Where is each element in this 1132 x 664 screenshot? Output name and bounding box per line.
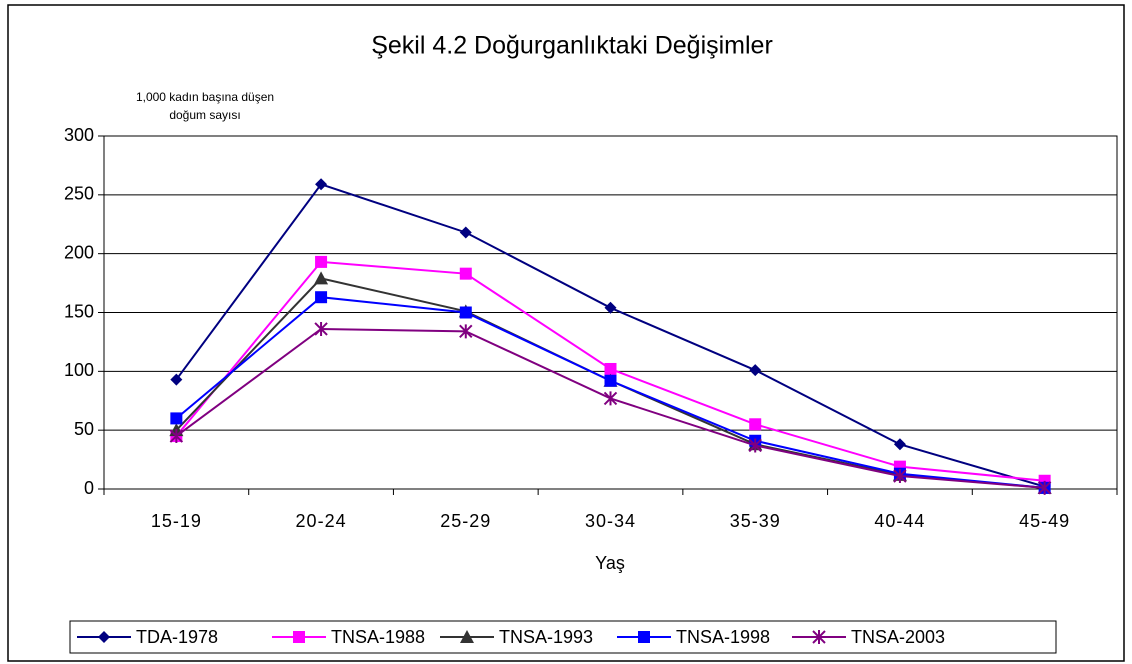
legend-marker — [812, 630, 826, 644]
data-point — [169, 429, 184, 444]
x-tick-label: 15-19 — [151, 511, 202, 531]
legend-marker — [638, 631, 650, 643]
data-point — [604, 301, 617, 314]
y-tick-label: 50 — [74, 419, 94, 439]
data-point — [315, 178, 328, 191]
data-point — [749, 418, 762, 431]
data-point — [314, 321, 328, 336]
chart-title: Şekil 4.2 Doğurganlıktaki Değişimler — [371, 32, 773, 60]
data-point — [315, 291, 328, 304]
legend-label: TNSA-2003 — [851, 627, 945, 647]
data-point — [1037, 480, 1052, 495]
data-point — [170, 373, 183, 386]
x-axis-label: Yaş — [595, 553, 625, 573]
y-tick-label: 300 — [64, 125, 94, 145]
data-point — [893, 469, 907, 484]
data-point — [893, 438, 906, 451]
data-point — [749, 364, 762, 377]
data-point — [604, 362, 617, 375]
data-point — [459, 267, 472, 280]
data-point — [748, 438, 762, 453]
y-tick-label: 0 — [84, 478, 94, 498]
legend-label: TNSA-1993 — [499, 627, 593, 647]
y-tick-label: 100 — [64, 360, 94, 380]
y-tick-label: 250 — [64, 184, 94, 204]
x-tick-label: 35-39 — [730, 511, 781, 531]
y-axis-label: 1,000 kadın başına düşen — [136, 90, 274, 104]
legend-box — [69, 620, 1057, 654]
y-tick-label: 200 — [64, 242, 94, 262]
data-point — [170, 412, 183, 425]
x-tick-label: 20-24 — [296, 511, 347, 531]
legend-marker — [460, 630, 474, 643]
legend-label: TDA-1978 — [136, 627, 218, 647]
legend-marker — [293, 631, 305, 643]
data-point — [459, 324, 473, 339]
data-point — [314, 271, 329, 285]
data-point — [459, 226, 472, 239]
legend-label: TNSA-1998 — [676, 627, 770, 647]
y-axis-label: doğum sayısı — [169, 108, 240, 122]
data-point — [603, 391, 618, 406]
x-tick-label: 25-29 — [440, 511, 491, 531]
data-point — [459, 306, 472, 319]
data-point — [604, 374, 617, 387]
legend-label: TNSA-1988 — [331, 627, 425, 647]
data-point — [315, 255, 328, 268]
x-tick-label: 45-49 — [1019, 511, 1070, 531]
y-tick-label: 150 — [64, 301, 94, 321]
x-tick-label: 30-34 — [585, 511, 636, 531]
legend-marker — [98, 631, 110, 643]
x-tick-label: 40-44 — [874, 511, 925, 531]
